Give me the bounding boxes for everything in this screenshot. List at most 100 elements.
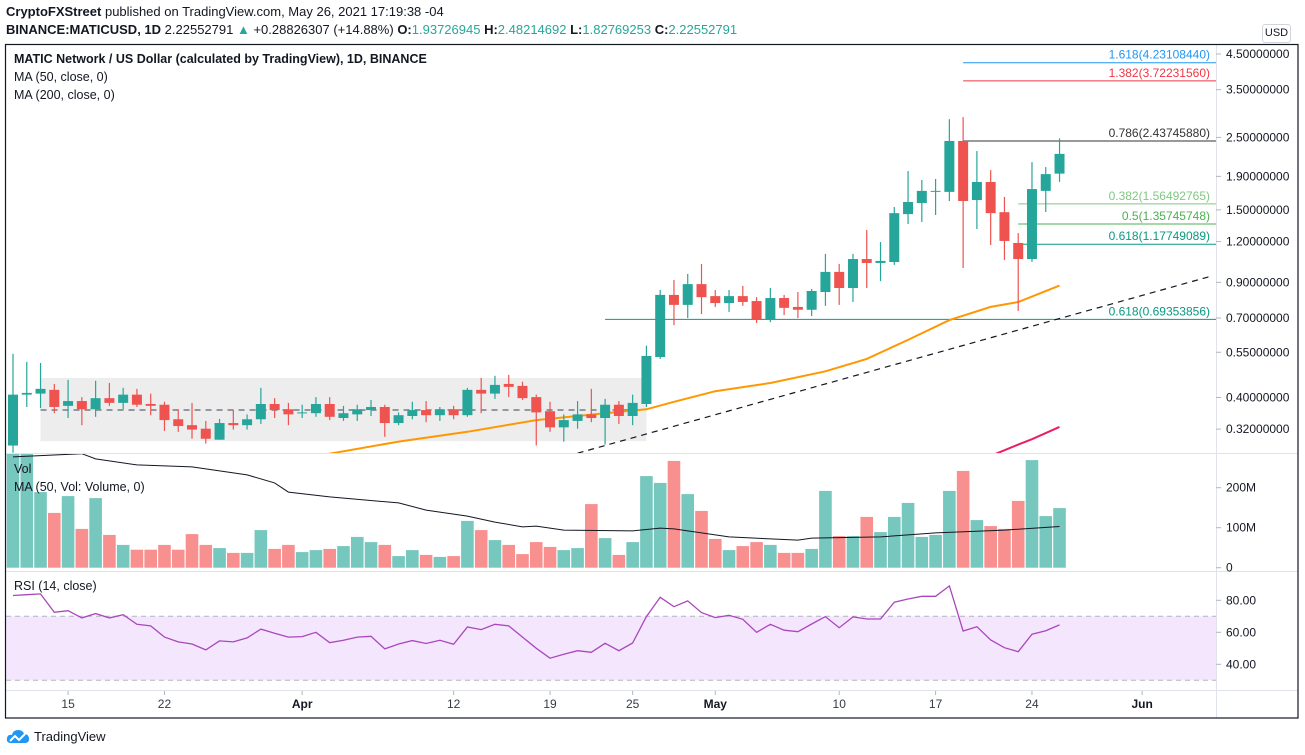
candle (600, 398, 611, 445)
candle-body (297, 412, 308, 414)
publish-text: published on TradingView.com, May 26, 20… (101, 4, 444, 19)
candle-body (200, 428, 211, 439)
volume-bar (447, 556, 460, 568)
time-axis-label: Jun (1131, 697, 1152, 711)
price-axis-label: 0.40000000 (1226, 390, 1290, 404)
candle (613, 401, 624, 424)
candle (131, 388, 142, 407)
volume-ma-legend[interactable]: MA (50, Vol: Volume, 0) (14, 480, 145, 494)
candle (242, 414, 253, 430)
candle-body (930, 190, 941, 192)
price-axis-label: 3.50000000 (1226, 83, 1290, 97)
volume-bar (227, 552, 240, 568)
rsi-axis-label: 40.00 (1226, 657, 1256, 671)
volume-bar (956, 470, 970, 568)
candle (104, 382, 115, 406)
volume-bar (915, 536, 929, 568)
fib-level-label: 0.382(1.56492765) (1109, 189, 1210, 203)
price-change: +0.28826307 (+14.88%) (253, 22, 394, 37)
tradingview-logo[interactable]: TradingView (6, 728, 106, 744)
fib-level-label: 0.5(1.35745748) (1122, 209, 1210, 223)
volume-bar (984, 526, 997, 568)
rsi-legend[interactable]: RSI (14, close) (14, 579, 97, 593)
volume-legend[interactable]: Vol (14, 462, 32, 476)
fib-level-label: 1.382(3.72231560) (1109, 66, 1210, 80)
ma50-legend[interactable]: MA (50, close, 0) (14, 70, 108, 84)
candle-body (847, 259, 858, 289)
candle-body (627, 402, 638, 416)
symbol-label: BINANCE:MATICUSD, 1D (6, 22, 162, 37)
candle-body (379, 406, 390, 424)
volume-bar (736, 546, 750, 568)
price-axis-label: 0.70000000 (1226, 311, 1290, 325)
candle-body (489, 384, 500, 394)
time-axis-label: May (704, 697, 728, 711)
candle (90, 380, 101, 417)
volume-bar (791, 552, 805, 568)
candle-body (310, 403, 321, 414)
candle (682, 273, 693, 319)
candle-body (366, 406, 377, 411)
low-value: 1.82769253 (582, 22, 652, 37)
ma200-legend[interactable]: MA (200, close, 0) (14, 88, 115, 102)
candle (517, 381, 528, 400)
volume-axis-label: 200M (1226, 481, 1256, 495)
candle-body (806, 290, 817, 310)
candle (503, 374, 514, 398)
volume-bar (309, 550, 323, 568)
candle-body (228, 423, 239, 426)
candle (834, 263, 845, 305)
candle (820, 253, 831, 306)
volume-bar (158, 544, 171, 568)
candle (462, 387, 473, 417)
volume-bar (268, 548, 281, 568)
rsi-line-group (12, 584, 1060, 659)
candle (806, 288, 817, 317)
price-axis-label: 2.50000000 (1226, 130, 1290, 144)
volume-bar (130, 549, 144, 568)
rsi-band (6, 615, 1216, 681)
candle (283, 402, 294, 426)
volume-bar (764, 544, 777, 568)
volume-bar (433, 556, 447, 568)
candle (49, 383, 60, 414)
volume-bar (103, 534, 116, 568)
candle (999, 196, 1010, 260)
volume-bar (626, 542, 639, 568)
volume-bar (1039, 516, 1053, 568)
tradingview-cloud-icon (6, 730, 29, 743)
volume-bar (378, 544, 392, 568)
volume-bar (653, 482, 667, 568)
candle (63, 379, 74, 419)
time-axis-label: 15 (61, 697, 75, 711)
price-axis-label: 0.55000000 (1226, 345, 1290, 359)
volume-bar (61, 496, 75, 568)
volume-bar (543, 546, 557, 568)
candle (696, 263, 707, 315)
candle (476, 377, 487, 414)
candle (228, 410, 239, 430)
ma50-line (327, 284, 1060, 453)
volume-bar (805, 548, 818, 568)
candle (200, 420, 211, 444)
currency-badge[interactable]: USD (1262, 24, 1291, 43)
chart-title-legend[interactable]: MATIC Network / US Dollar (calculated by… (14, 52, 427, 66)
volume-bar (116, 544, 130, 568)
candle (297, 404, 308, 419)
volume-bar (1011, 500, 1025, 568)
candle (21, 361, 32, 407)
candle (1054, 138, 1065, 182)
fibonacci-levels[interactable]: 1.618(4.23108440) 1.382(3.72231560) 0.786(… (605, 48, 1216, 320)
author-name[interactable]: CryptoFXStreet (6, 4, 102, 19)
rsi-band-fill (6, 616, 1216, 681)
candle-body (779, 298, 790, 308)
volume-bar (832, 536, 846, 568)
close-label: C: (654, 22, 669, 37)
candle (1040, 167, 1051, 212)
axes[interactable]: 4.50000000 3.50000000 2.50000000 1.90000000… (61, 47, 1289, 711)
candle (944, 119, 955, 202)
candle (655, 289, 666, 359)
volume-bar (998, 528, 1011, 568)
volume-bar (282, 544, 295, 568)
